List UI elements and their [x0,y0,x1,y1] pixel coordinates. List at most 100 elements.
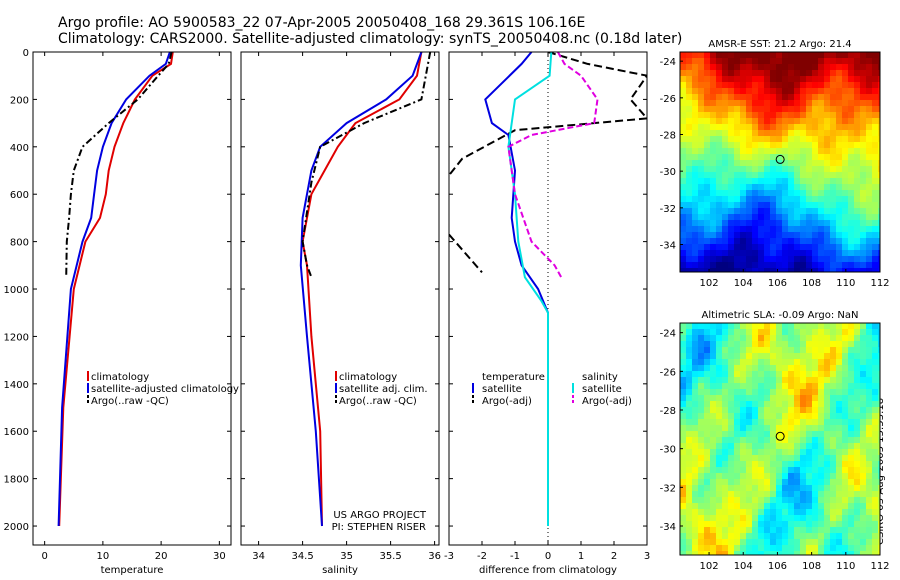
sst-map-cell [854,268,860,272]
sst-map-cell [764,208,770,214]
sst-map-cell [710,112,716,118]
sla-map-cell [788,425,794,431]
sst-map-cell [698,82,704,88]
sst-map-cell [812,178,818,184]
sst-map-cell [872,256,878,262]
sst-map-cell [878,58,880,64]
sla-map-cell [716,455,722,461]
temperature-xlabel: temperature [101,565,164,576]
sst-map-cell [776,82,782,88]
sla-map-cell [716,515,722,521]
sla-map-cell [740,437,746,443]
sst-map-cell [800,202,806,208]
sst-map-cell [866,130,872,136]
sst-map-cell [680,244,686,250]
sst-map-cell [764,172,770,178]
sla-map-cell [764,479,770,485]
sst-map-cell [716,232,722,238]
sla-map-cell [734,377,740,383]
sla-map-cell [704,485,710,491]
sst-map-cell [812,268,818,272]
sst-map-cell [686,166,692,172]
sla-map-cell [710,503,716,509]
sst-map-cell [818,70,824,76]
sla-map-cell [746,503,752,509]
figure-title-line1: Argo profile: AO 5900583_22 07-Apr-2005 … [58,15,586,31]
sst-map-xtick-label: 112 [870,278,889,289]
sla-map-cell [830,323,836,329]
difference-legend-title-temperature: temperature [482,372,545,383]
sla-map-cell [836,515,842,521]
sst-map-cell [692,94,698,100]
sla-map-cell [734,485,740,491]
sst-map-cell [698,196,704,202]
sla-map-cell [734,539,740,545]
sst-map-cell [842,190,848,196]
sst-map-cell [824,220,830,226]
sla-map-cell [830,527,836,533]
sla-map-cell [734,533,740,539]
sst-map-cell [854,124,860,130]
sst-map-cell [854,118,860,124]
sla-map-cell [728,515,734,521]
sla-map-cell [878,431,880,437]
sla-map-cell [842,359,848,365]
sst-map-cell [704,256,710,262]
sst-map-cell [722,232,728,238]
sst-map-cell [686,136,692,142]
sst-map-cell [842,70,848,76]
sla-map-xtick-label: 108 [802,561,821,572]
sla-map-cell [704,527,710,533]
sla-map-cell [728,491,734,497]
sst-map-cell [836,88,842,94]
sla-map-cell [818,473,824,479]
sst-map-cell [764,130,770,136]
sla-map-cell [680,515,686,521]
sst-map-cell [740,82,746,88]
sla-map-cell [812,419,818,425]
sla-map-cell [752,353,758,359]
sst-map-cell [710,136,716,142]
sla-map-cell [764,425,770,431]
sla-map-cell [752,365,758,371]
sla-map-cell [698,503,704,509]
sla-map-xtick-label: 112 [870,561,889,572]
sla-map-cell [830,551,836,555]
sst-map-cell [704,202,710,208]
sla-map-cell [710,545,716,551]
sst-map-cell [806,70,812,76]
sst-map-cell [794,136,800,142]
sla-map-cell [854,347,860,353]
difference-xtick-label: 2 [611,551,617,562]
sla-map-cell [758,425,764,431]
sst-map-cell [740,148,746,154]
sla-map-cell [854,551,860,555]
sla-map-cell [812,353,818,359]
sla-map-cell [806,515,812,521]
sst-map-cell [848,58,854,64]
sst-map-cell [680,214,686,220]
sst-map-cell [734,88,740,94]
sst-map-cell [794,106,800,112]
sst-map-cell [860,88,866,94]
sla-map-cell [686,353,692,359]
sst-map-cell [770,160,776,166]
sst-map-cell [806,94,812,100]
sla-map-cell [788,461,794,467]
sst-map-cell [776,88,782,94]
sla-map-cell [830,545,836,551]
sla-map-cell [758,479,764,485]
sla-map-cell [818,395,824,401]
sst-map-cell [866,172,872,178]
sst-map-cell [836,166,842,172]
sla-map-cell [746,383,752,389]
sst-map-cell [752,262,758,268]
sla-map-cell [740,329,746,335]
sla-map-cell [836,467,842,473]
sla-map-cell [878,335,880,341]
sla-map-cell [716,461,722,467]
sla-map-cell [758,497,764,503]
sst-map-cell [878,112,880,118]
sst-map-cell [806,136,812,142]
sst-map-cell [806,154,812,160]
